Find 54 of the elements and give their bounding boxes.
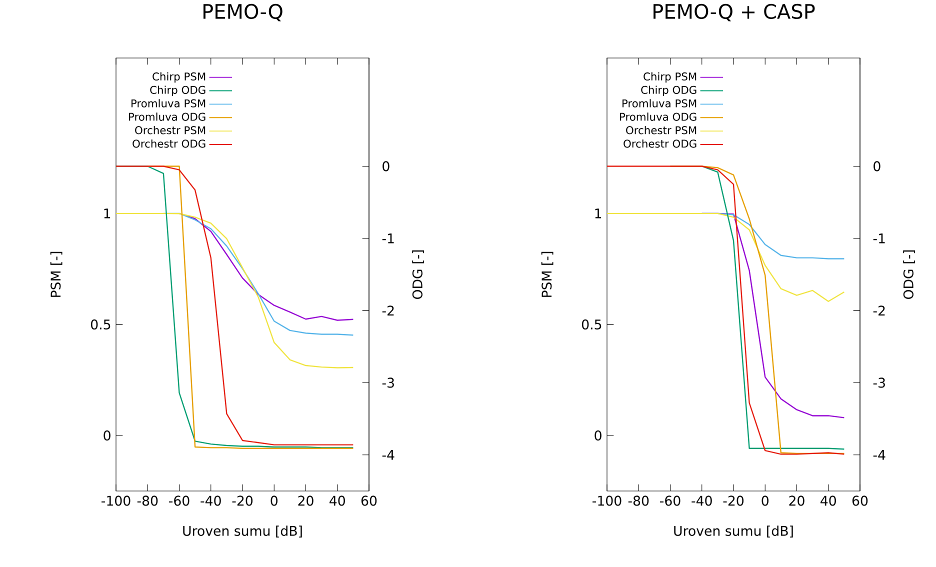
y2-tick-label: -1 (873, 234, 885, 244)
chart-title: PEMO-Q (204, 4, 282, 22)
legend-label: Promluva ODG (620, 112, 696, 121)
x-tick-label: -60 (660, 496, 680, 506)
x-axis-title: Uroven sumu [dB] (183, 526, 302, 538)
y-tick-label: 1 (104, 208, 110, 218)
y2-tick-label: -4 (382, 450, 394, 460)
y2-axis-title: ODG [-] (903, 250, 916, 300)
x-tick-label: 60 (852, 496, 868, 506)
y-tick-label: 0.5 (90, 319, 110, 330)
legend-label: Chirp PSM (152, 72, 206, 83)
legend-label: Promluva ODG (129, 112, 206, 121)
y2-axis-title: ODG [-] (412, 250, 424, 300)
legend-label: Chirp ODG (641, 86, 696, 96)
x-tick-label: -20 (232, 496, 253, 506)
legend-label: Orchestr PSM (626, 126, 696, 134)
y2-tick-label: -4 (873, 450, 886, 460)
x-tick-label: 0 (762, 496, 768, 506)
x-tick-label: -80 (628, 496, 649, 506)
x-tick-label: -40 (200, 496, 221, 506)
x-tick-label: 20 (298, 496, 314, 506)
y2-tick-label: -2 (873, 306, 885, 316)
legend-label: Chirp PSM (644, 72, 696, 83)
legend-label: Chirp ODG (150, 86, 206, 96)
y-axis-title: PSM [-] (541, 252, 554, 297)
x-tick-label: -80 (137, 496, 158, 506)
x-tick-label: -100 (592, 496, 622, 506)
x-tick-label: -60 (169, 496, 190, 506)
legend-label: Promluva PSM (132, 99, 206, 108)
legend-label: Orchestr PSM (135, 126, 206, 134)
y2-tick-label: -2 (382, 306, 394, 316)
y-tick-label: 0 (594, 430, 602, 441)
x-tick-label: -40 (692, 496, 712, 506)
y2-tick-label: 0 (874, 161, 880, 172)
legend-label: Promluva PSM (622, 99, 696, 108)
x-tick-label: 20 (789, 496, 804, 506)
y-tick-label: 1 (595, 208, 602, 218)
x-tick-label: -100 (102, 496, 130, 506)
y-tick-label: 0 (104, 430, 110, 441)
x-tick-label: 60 (361, 496, 377, 506)
y2-tick-label: -1 (382, 234, 394, 244)
legend-label: Orchestr ODG (624, 139, 696, 148)
y-tick-label: 0.5 (582, 319, 602, 330)
y2-tick-label: -3 (382, 378, 394, 388)
x-tick-label: 40 (330, 496, 345, 506)
y2-tick-label: -3 (873, 378, 885, 388)
x-tick-label: -20 (723, 496, 744, 506)
legend-label: Orchestr ODG (132, 139, 206, 148)
x-tick-label: 40 (820, 496, 836, 506)
chart-title: PEMO-Q + CASP (654, 4, 815, 22)
y2-tick-label: 0 (382, 161, 390, 172)
x-axis-title: Uroven sumu [dB] (674, 526, 793, 538)
x-tick-label: 0 (270, 496, 278, 506)
y-axis-title: PSM [-] (50, 252, 62, 297)
